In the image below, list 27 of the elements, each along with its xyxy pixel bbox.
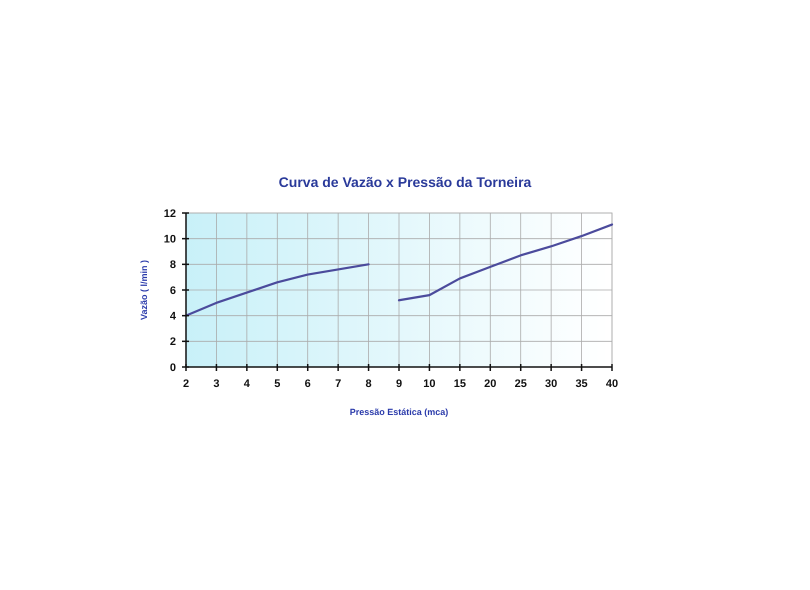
x-tick-label: 8 xyxy=(366,378,372,390)
y-tick-label: 8 xyxy=(170,259,176,272)
x-tick-label: 30 xyxy=(545,378,558,390)
x-tick-label: 7 xyxy=(335,378,342,390)
x-tick-label: 5 xyxy=(274,378,280,390)
x-tick-label: 2 xyxy=(182,378,190,390)
x-tick-label: 25 xyxy=(514,378,527,390)
x-tick-label: 9 xyxy=(396,378,402,390)
line-series xyxy=(398,223,614,302)
y-tick-label: 10 xyxy=(164,234,176,246)
y-axis-title: Vazão ( l/min ) xyxy=(139,260,149,320)
x-tick-label: 10 xyxy=(423,378,436,390)
y-tick-label: 6 xyxy=(170,284,176,297)
line-series xyxy=(184,263,370,317)
x-tick-label: 20 xyxy=(484,378,496,390)
x-tick-label: 40 xyxy=(606,378,618,390)
x-tick-label: 35 xyxy=(575,378,588,390)
x-axis-title: Pressão Estática (mca) xyxy=(350,407,448,417)
y-tick-label: 2 xyxy=(170,336,176,348)
y-tick-label: 0 xyxy=(170,362,176,374)
x-tick-label: 3 xyxy=(213,378,220,390)
y-tick-label: 12 xyxy=(164,208,176,220)
chart-title: Curva de Vazão x Pressão da Torneira xyxy=(278,174,532,190)
y-tick-label: 4 xyxy=(170,310,177,323)
x-tick-label: 4 xyxy=(244,378,251,390)
x-tick-label: 6 xyxy=(304,378,311,390)
x-tick-label: 15 xyxy=(454,378,466,390)
